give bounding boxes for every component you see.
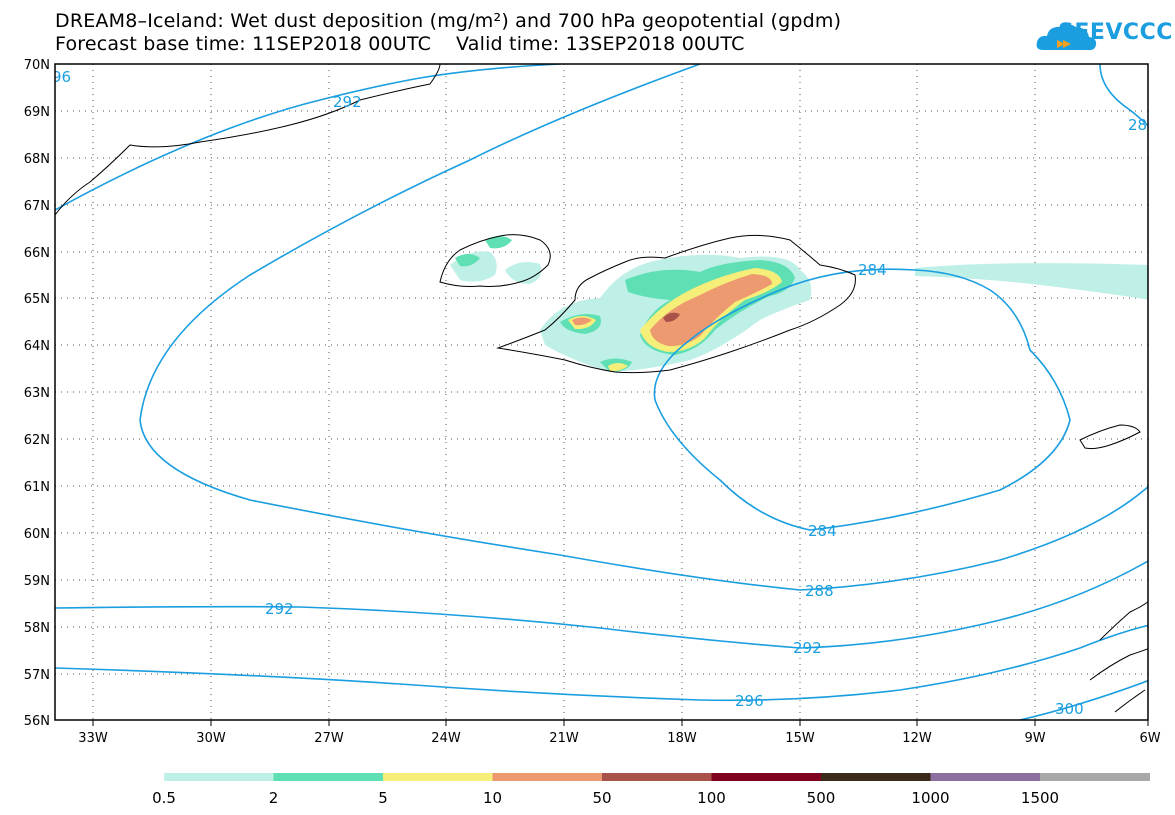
lat-label: 57N (24, 668, 50, 683)
legend-label: 0.5 (152, 789, 176, 807)
lon-label: 30W (196, 731, 226, 746)
lat-label: 66N (24, 246, 50, 261)
logo-text: SEEVCCC (1058, 20, 1173, 45)
map-subtitle: Forecast base time: 11SEP2018 00UTC Vali… (55, 33, 745, 55)
lon-label: 18W (667, 731, 697, 746)
lon-label: 9W (1024, 731, 1045, 746)
contour-label: 28 (1128, 116, 1147, 134)
lon-label: 15W (785, 731, 815, 746)
lat-label: 70N (24, 58, 50, 73)
longitude-labels: 33W 30W 27W 24W 21W 18W 15W 12W 9W 6W (78, 731, 1160, 746)
legend-swatch (492, 773, 603, 781)
contour-label: 292 (333, 93, 362, 111)
lon-label: 24W (431, 731, 461, 746)
contour-label: 96 (52, 68, 71, 86)
lat-label: 58N (24, 621, 50, 636)
lat-label: 63N (24, 386, 50, 401)
contour-label: 296 (735, 692, 764, 710)
geopotential-contours (55, 64, 1148, 720)
lat-label: 62N (24, 433, 50, 448)
lon-label: 12W (902, 731, 932, 746)
lat-label: 56N (24, 714, 50, 729)
contour-label: 292 (265, 600, 294, 618)
legend-label: 1000 (911, 789, 949, 807)
legend-label: 50 (592, 789, 611, 807)
contour-label: 284 (808, 522, 837, 540)
legend-label: 2 (269, 789, 279, 807)
lon-label: 27W (314, 731, 344, 746)
contour-label: 288 (805, 582, 834, 600)
color-legend: 0.5 2 5 10 50 100 500 1000 1500 (152, 773, 1150, 807)
legend-label: 5 (378, 789, 388, 807)
lat-label: 68N (24, 152, 50, 167)
contour-label: 300 (1055, 700, 1084, 718)
map-title: DREAM8–Iceland: Wet dust deposition (mg/… (55, 10, 842, 32)
lon-label: 33W (78, 731, 108, 746)
legend-swatch (930, 773, 1041, 781)
lat-label: 65N (24, 292, 50, 307)
lat-label: 61N (24, 480, 50, 495)
legend-label: 100 (697, 789, 726, 807)
lat-label: 67N (24, 199, 50, 214)
gridlines (55, 64, 1148, 720)
contour-labels: 292 292 292 284 284 288 292 296 300 96 2… (52, 68, 1147, 718)
latitude-labels: 70N 69N 68N 67N 66N 65N 64N 63N 62N 61N … (24, 58, 50, 729)
legend-label: 10 (483, 789, 502, 807)
lon-label: 21W (549, 731, 579, 746)
map-frame (54, 63, 1149, 721)
lat-label: 64N (24, 339, 50, 354)
legend-swatch (164, 773, 274, 781)
legend-swatch (273, 773, 384, 781)
lat-label: 60N (24, 527, 50, 542)
lon-label: 6W (1139, 731, 1160, 746)
tick-marks (92, 720, 1149, 726)
dust-deposition-field (450, 236, 1148, 372)
lat-label: 69N (24, 105, 50, 120)
legend-swatch (602, 773, 712, 781)
legend-swatch (383, 773, 493, 781)
contour-label: 284 (858, 261, 887, 279)
coastlines (55, 64, 1148, 713)
legend-swatch (1040, 773, 1150, 781)
legend-swatch (821, 773, 931, 781)
cloud-logo-icon (1036, 24, 1097, 51)
legend-swatch (711, 773, 822, 781)
lat-label: 59N (24, 574, 50, 589)
legend-label: 1500 (1021, 789, 1059, 807)
contour-label: 292 (793, 639, 822, 657)
legend-label: 500 (807, 789, 836, 807)
